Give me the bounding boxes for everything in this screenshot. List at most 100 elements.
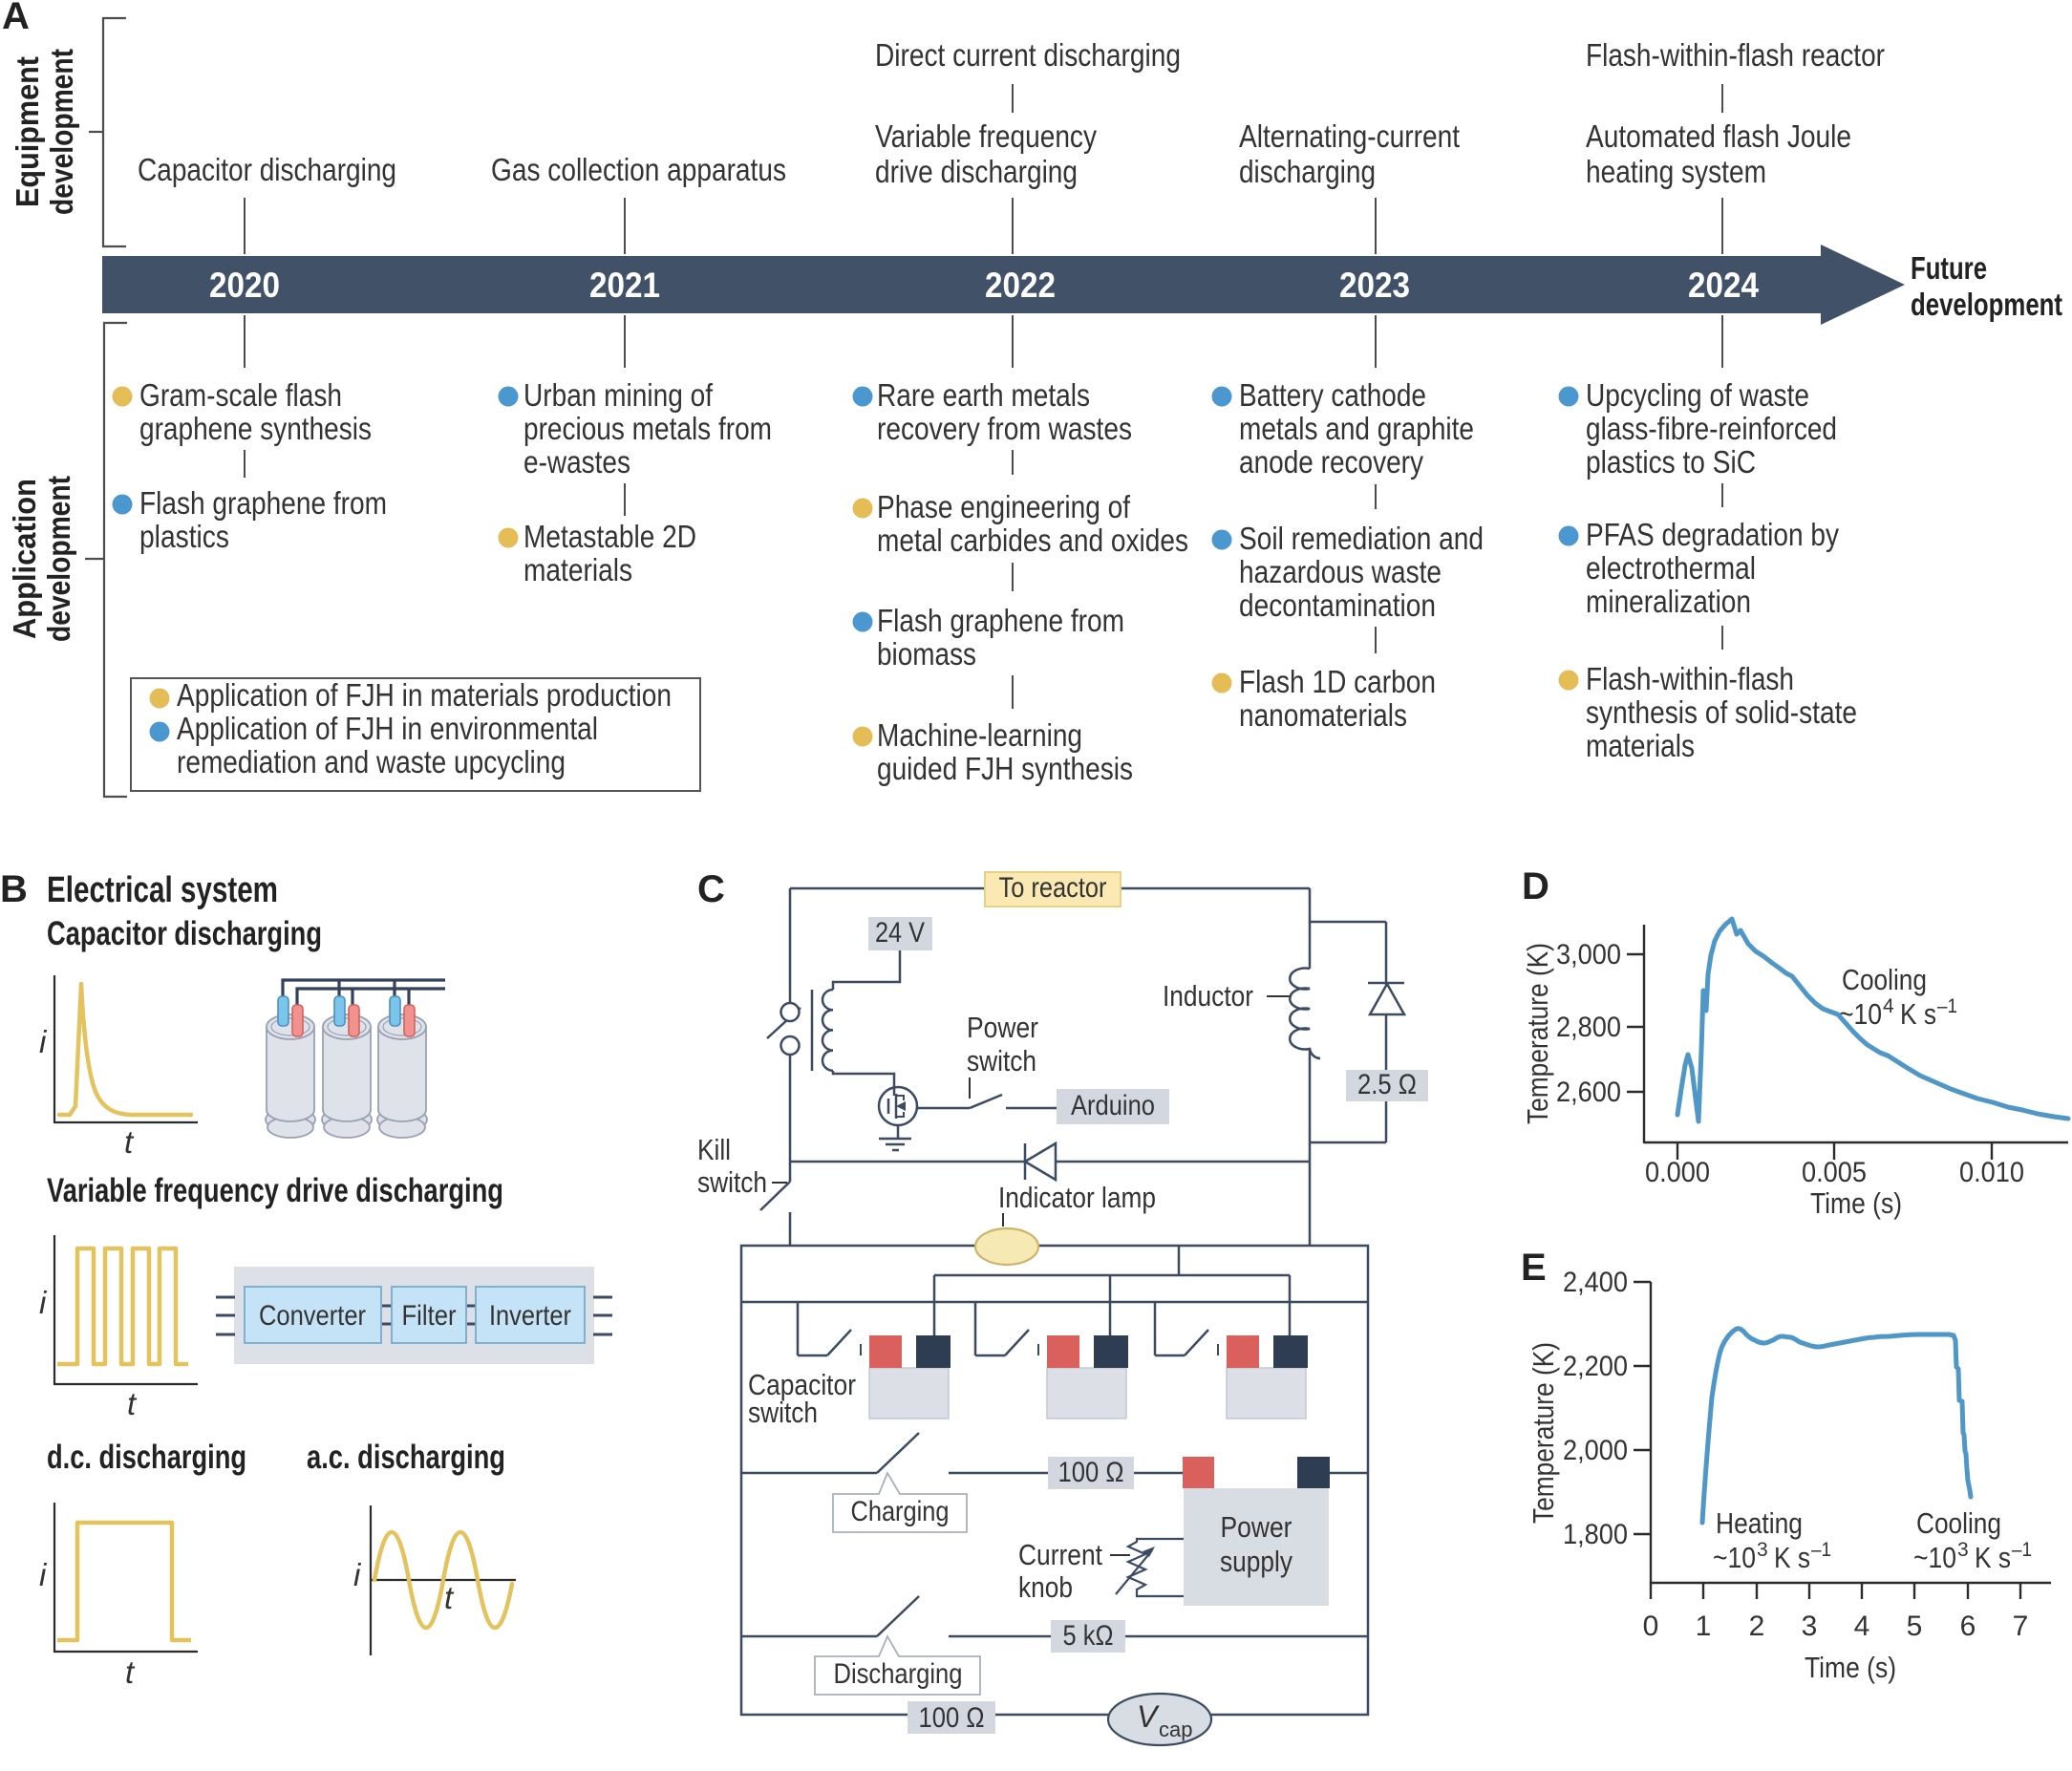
svg-text:Urban mining of: Urban mining of xyxy=(523,377,714,413)
svg-text:B: B xyxy=(0,868,28,910)
svg-text:cap: cap xyxy=(1159,1718,1192,1741)
svg-text:Machine-learning: Machine-learning xyxy=(877,717,1082,753)
svg-text:Converter: Converter xyxy=(259,1300,366,1332)
svg-text:~10: ~10 xyxy=(1713,1541,1756,1574)
svg-text:Cooling: Cooling xyxy=(1916,1506,2001,1540)
svg-text:3: 3 xyxy=(1957,1539,1969,1561)
svg-text:3,000: 3,000 xyxy=(1556,939,1621,971)
svg-text:graphene synthesis: graphene synthesis xyxy=(139,411,372,446)
svg-text:Capacitor discharging: Capacitor discharging xyxy=(47,915,322,952)
svg-text:i: i xyxy=(353,1557,362,1592)
svg-text:Application: Application xyxy=(7,479,42,639)
svg-text:Phase engineering of: Phase engineering of xyxy=(877,489,1131,524)
svg-text:–1: –1 xyxy=(2012,1539,2032,1561)
svg-text:t: t xyxy=(127,1386,138,1421)
svg-text:Variable frequency drive disch: Variable frequency drive discharging xyxy=(47,1172,503,1209)
svg-text:E: E xyxy=(1521,1247,1547,1289)
svg-text:Capacitor discharging: Capacitor discharging xyxy=(138,152,396,187)
svg-text:Automated flash Joule: Automated flash Joule xyxy=(1586,118,1851,154)
svg-text:supply: supply xyxy=(1220,1545,1292,1578)
svg-text:synthesis of solid-state: synthesis of solid-state xyxy=(1586,694,1857,730)
svg-text:Application of FJH in environm: Application of FJH in environmental xyxy=(177,711,598,746)
svg-text:4: 4 xyxy=(1854,1611,1870,1642)
svg-text:Flash graphene from: Flash graphene from xyxy=(877,603,1124,638)
svg-text:Direct current discharging: Direct current discharging xyxy=(875,37,1181,73)
svg-text:materials: materials xyxy=(1586,728,1695,763)
svg-text:Time (s): Time (s) xyxy=(1810,1186,1902,1220)
svg-text:decontamination: decontamination xyxy=(1239,587,1436,623)
svg-text:electrothermal: electrothermal xyxy=(1586,550,1756,586)
svg-text:metals and graphite: metals and graphite xyxy=(1239,411,1474,446)
svg-text:2023: 2023 xyxy=(1339,266,1410,305)
svg-text:plastics: plastics xyxy=(139,519,229,554)
svg-text:Soil remediation and: Soil remediation and xyxy=(1239,521,1484,556)
svg-text:~10: ~10 xyxy=(1913,1541,1956,1574)
svg-text:100 Ω: 100 Ω xyxy=(1058,1457,1124,1488)
svg-text:metal carbides and oxides: metal carbides and oxides xyxy=(877,523,1188,558)
svg-text:Flash 1D carbon: Flash 1D carbon xyxy=(1239,664,1436,699)
svg-text:t: t xyxy=(124,1124,135,1160)
svg-text:nanomaterials: nanomaterials xyxy=(1239,697,1407,733)
svg-text:V: V xyxy=(1137,1699,1160,1734)
svg-text:t: t xyxy=(125,1654,136,1690)
svg-text:a.c. discharging: a.c. discharging xyxy=(307,1439,505,1476)
svg-text:2024: 2024 xyxy=(1688,266,1759,305)
svg-text:K s: K s xyxy=(1900,997,1936,1031)
svg-text:development: development xyxy=(44,49,79,215)
svg-text:drive discharging: drive discharging xyxy=(875,154,1078,189)
svg-text:2,400: 2,400 xyxy=(1563,1267,1628,1298)
svg-text:To reactor: To reactor xyxy=(999,872,1107,904)
svg-text:2,000: 2,000 xyxy=(1563,1435,1628,1466)
svg-text:materials: materials xyxy=(523,552,632,587)
svg-text:C: C xyxy=(697,868,725,910)
svg-text:K s: K s xyxy=(1975,1541,2011,1574)
svg-text:1: 1 xyxy=(1696,1611,1712,1642)
svg-text:6: 6 xyxy=(1960,1611,1976,1642)
svg-text:Cooling: Cooling xyxy=(1842,963,1927,996)
svg-text:anode recovery: anode recovery xyxy=(1239,444,1423,480)
svg-text:development: development xyxy=(41,476,76,642)
svg-text:100 Ω: 100 Ω xyxy=(919,1702,985,1734)
svg-text:2021: 2021 xyxy=(589,266,660,305)
svg-text:Variable frequency: Variable frequency xyxy=(875,118,1097,154)
svg-text:Inverter: Inverter xyxy=(489,1300,571,1332)
svg-text:0.000: 0.000 xyxy=(1645,1157,1710,1188)
svg-text:2022: 2022 xyxy=(985,266,1056,305)
svg-text:Gram-scale flash: Gram-scale flash xyxy=(139,377,342,413)
svg-text:precious metals from: precious metals from xyxy=(523,411,772,446)
svg-text:24 V: 24 V xyxy=(875,917,925,949)
svg-text:0.010: 0.010 xyxy=(1959,1157,2024,1188)
svg-text:2: 2 xyxy=(1749,1611,1765,1642)
svg-text:Current: Current xyxy=(1018,1538,1102,1571)
svg-text:Flash graphene from: Flash graphene from xyxy=(139,485,387,521)
svg-text:Heating: Heating xyxy=(1716,1506,1803,1540)
svg-text:recovery from wastes: recovery from wastes xyxy=(877,411,1132,446)
svg-text:Kill: Kill xyxy=(697,1133,731,1166)
svg-text:switch: switch xyxy=(697,1165,767,1199)
svg-text:knob: knob xyxy=(1018,1570,1073,1604)
svg-text:mineralization: mineralization xyxy=(1586,584,1751,619)
svg-text:–1: –1 xyxy=(1937,995,1957,1017)
svg-text:e-wastes: e-wastes xyxy=(523,444,630,480)
svg-text:4: 4 xyxy=(1883,995,1894,1017)
svg-text:i: i xyxy=(39,1024,48,1059)
svg-text:2,800: 2,800 xyxy=(1556,1012,1621,1043)
svg-text:switch: switch xyxy=(748,1396,818,1429)
svg-text:Filter: Filter xyxy=(402,1300,457,1332)
svg-text:hazardous waste: hazardous waste xyxy=(1239,554,1442,589)
svg-text:Application of FJH in material: Application of FJH in materials producti… xyxy=(177,677,672,713)
svg-text:0.005: 0.005 xyxy=(1802,1157,1867,1188)
svg-text:Inductor: Inductor xyxy=(1163,979,1253,1013)
svg-text:D: D xyxy=(1522,865,1549,907)
svg-text:0: 0 xyxy=(1643,1611,1659,1642)
svg-text:glass-fibre-reinforced: glass-fibre-reinforced xyxy=(1586,411,1837,446)
svg-text:Capacitor: Capacitor xyxy=(748,1368,856,1401)
svg-text:2,200: 2,200 xyxy=(1563,1351,1628,1382)
svg-text:i: i xyxy=(39,1285,48,1320)
svg-text:Metastable 2D: Metastable 2D xyxy=(523,519,696,554)
svg-text:Gas collection apparatus: Gas collection apparatus xyxy=(491,152,786,187)
svg-text:biomass: biomass xyxy=(877,636,976,672)
svg-text:Upcycling of waste: Upcycling of waste xyxy=(1586,377,1809,413)
svg-text:Equipment: Equipment xyxy=(10,56,45,207)
svg-text:2,600: 2,600 xyxy=(1556,1077,1621,1108)
